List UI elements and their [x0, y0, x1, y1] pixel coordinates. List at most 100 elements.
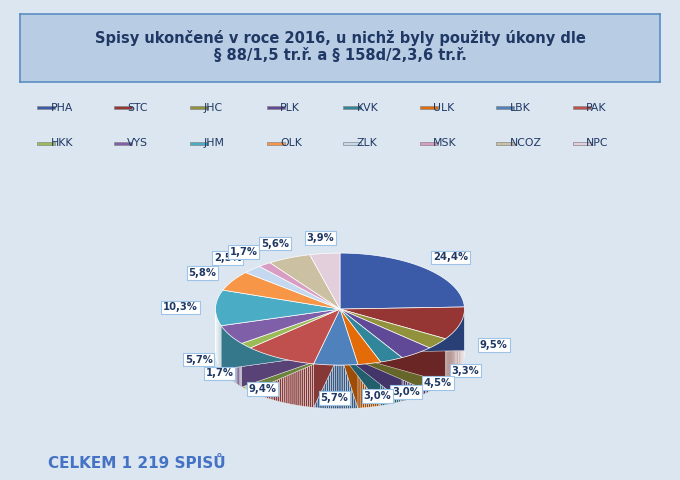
- Polygon shape: [428, 348, 430, 392]
- Polygon shape: [354, 365, 356, 408]
- Polygon shape: [340, 309, 402, 362]
- Polygon shape: [258, 351, 260, 396]
- Polygon shape: [360, 364, 362, 408]
- Polygon shape: [316, 364, 318, 408]
- Polygon shape: [340, 309, 358, 408]
- Polygon shape: [241, 309, 340, 387]
- FancyBboxPatch shape: [420, 142, 438, 145]
- Polygon shape: [256, 350, 258, 395]
- Polygon shape: [313, 309, 358, 365]
- Polygon shape: [340, 307, 464, 353]
- Polygon shape: [305, 363, 307, 407]
- Polygon shape: [326, 365, 328, 408]
- Text: KVK: KVK: [357, 103, 379, 113]
- Polygon shape: [272, 356, 274, 400]
- Polygon shape: [424, 350, 425, 394]
- Polygon shape: [246, 346, 248, 390]
- Polygon shape: [254, 349, 255, 394]
- Polygon shape: [442, 340, 443, 385]
- Polygon shape: [223, 273, 340, 309]
- Polygon shape: [381, 362, 383, 406]
- Polygon shape: [252, 348, 254, 393]
- FancyBboxPatch shape: [267, 142, 285, 145]
- Polygon shape: [237, 340, 238, 385]
- Text: JHM: JHM: [204, 138, 225, 148]
- Polygon shape: [443, 340, 444, 384]
- Polygon shape: [445, 338, 447, 383]
- Polygon shape: [455, 329, 456, 374]
- Polygon shape: [299, 362, 301, 406]
- Polygon shape: [228, 334, 229, 378]
- Polygon shape: [309, 363, 311, 408]
- Polygon shape: [373, 363, 375, 407]
- Polygon shape: [379, 362, 381, 406]
- Polygon shape: [347, 365, 350, 408]
- Polygon shape: [390, 360, 392, 404]
- Polygon shape: [432, 346, 434, 390]
- Text: 3,9%: 3,9%: [307, 233, 335, 243]
- Polygon shape: [457, 328, 458, 372]
- Polygon shape: [340, 309, 430, 392]
- Polygon shape: [311, 363, 313, 408]
- Polygon shape: [343, 365, 345, 409]
- Polygon shape: [260, 263, 340, 309]
- Polygon shape: [238, 341, 239, 385]
- Text: Spisy ukončené v roce 2016, u nichž byly použity úkony dle
§ 88/1,5 tr.ř. a § 15: Spisy ukončené v roce 2016, u nichž byly…: [95, 30, 585, 63]
- Polygon shape: [340, 309, 381, 406]
- Polygon shape: [318, 364, 320, 408]
- Polygon shape: [396, 359, 398, 403]
- Polygon shape: [287, 360, 289, 404]
- Polygon shape: [394, 359, 396, 403]
- Polygon shape: [313, 364, 316, 408]
- Polygon shape: [335, 365, 337, 409]
- Polygon shape: [435, 344, 437, 389]
- Text: 3,3%: 3,3%: [452, 366, 479, 376]
- Polygon shape: [418, 352, 419, 396]
- Text: VYS: VYS: [127, 138, 148, 148]
- Polygon shape: [269, 355, 270, 399]
- Polygon shape: [324, 365, 326, 408]
- Polygon shape: [389, 360, 390, 404]
- Polygon shape: [249, 348, 250, 392]
- Polygon shape: [239, 342, 240, 386]
- Polygon shape: [250, 348, 252, 392]
- Text: NPC: NPC: [586, 138, 609, 148]
- Polygon shape: [405, 356, 407, 400]
- Text: PAK: PAK: [586, 103, 607, 113]
- Polygon shape: [385, 361, 387, 405]
- Polygon shape: [337, 365, 339, 409]
- Polygon shape: [383, 361, 385, 406]
- Polygon shape: [398, 358, 400, 402]
- Polygon shape: [369, 363, 371, 408]
- Polygon shape: [404, 357, 405, 401]
- Polygon shape: [216, 290, 340, 326]
- Polygon shape: [328, 365, 330, 408]
- Text: 9,4%: 9,4%: [248, 384, 276, 394]
- Polygon shape: [437, 344, 438, 388]
- Polygon shape: [255, 350, 256, 394]
- Polygon shape: [283, 359, 285, 403]
- Text: 2,5%: 2,5%: [214, 253, 241, 263]
- FancyBboxPatch shape: [190, 107, 208, 109]
- Text: 3,0%: 3,0%: [392, 387, 420, 397]
- Polygon shape: [250, 309, 340, 392]
- Polygon shape: [364, 364, 367, 408]
- Polygon shape: [387, 360, 389, 405]
- Polygon shape: [245, 346, 246, 390]
- Polygon shape: [453, 332, 454, 377]
- Text: 5,7%: 5,7%: [185, 355, 213, 365]
- Polygon shape: [230, 336, 231, 380]
- Polygon shape: [377, 362, 379, 406]
- Polygon shape: [447, 336, 449, 381]
- FancyBboxPatch shape: [496, 142, 515, 145]
- Polygon shape: [340, 309, 358, 408]
- Polygon shape: [444, 339, 445, 384]
- Polygon shape: [367, 364, 369, 408]
- Polygon shape: [229, 335, 230, 379]
- Text: 24,4%: 24,4%: [433, 252, 468, 263]
- Polygon shape: [330, 365, 333, 408]
- Polygon shape: [221, 309, 340, 370]
- FancyBboxPatch shape: [190, 142, 208, 145]
- FancyBboxPatch shape: [343, 107, 362, 109]
- Text: HKK: HKK: [51, 138, 73, 148]
